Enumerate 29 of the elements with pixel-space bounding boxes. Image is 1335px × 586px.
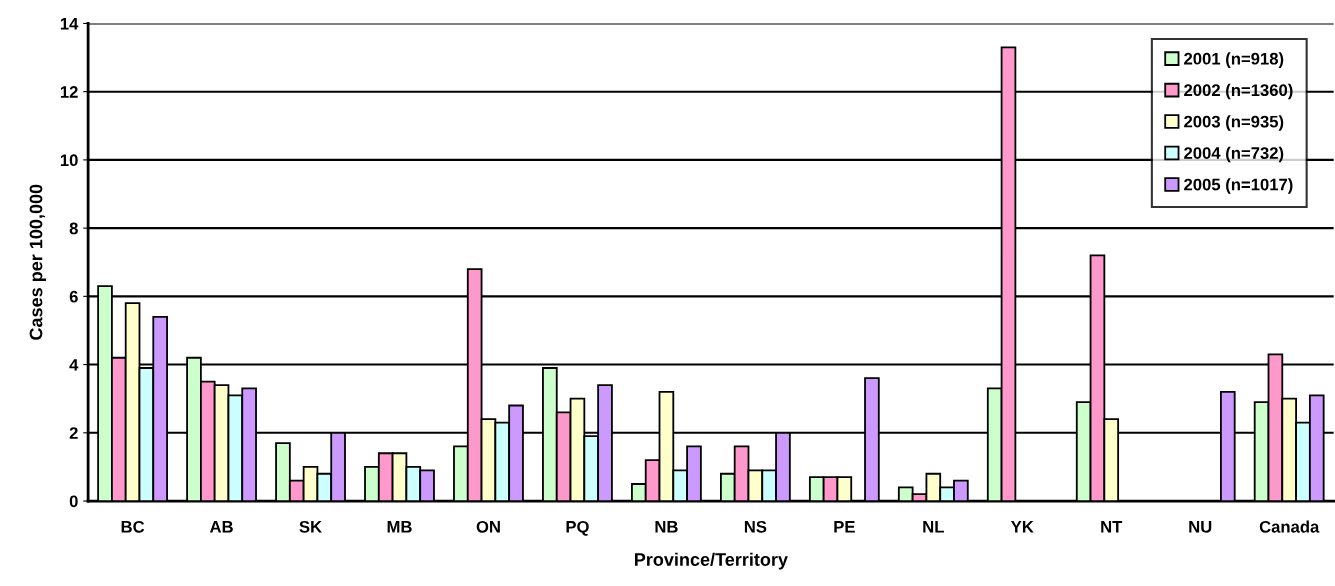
legend-label: 2004 (n=732) — [1184, 146, 1284, 163]
y-tick-label: 8 — [69, 222, 78, 235]
x-tick-label: NU — [1189, 521, 1212, 533]
legend-label: 2003 (n=935) — [1184, 115, 1284, 131]
x-tick-label: NB — [655, 521, 678, 533]
x-tick-label: ON — [476, 520, 500, 533]
x-tick-label: PE — [834, 521, 855, 533]
legend-label: 2005 (n=1017) — [1184, 178, 1293, 194]
x-tick-label: MB — [387, 521, 412, 533]
x-tick-label: PQ — [566, 520, 589, 536]
y-axis-title: Cases per 100,000 — [29, 184, 46, 340]
x-tick-label: AB — [209, 521, 233, 533]
x-tick-label: NL — [923, 521, 944, 533]
x-tick-label: SK — [299, 520, 322, 533]
x-tick-label: YK — [1010, 521, 1034, 533]
y-tick-label: 14 — [60, 18, 79, 30]
x-tick-label: NS — [744, 520, 767, 533]
y-tick-label: 4 — [69, 359, 79, 371]
x-tick-label: NT — [1101, 521, 1123, 533]
legend-label: 2001 (n=918) — [1184, 52, 1284, 68]
x-axis-title: Province/Territory — [635, 552, 788, 570]
legend-label: 2002 (n=1360) — [1184, 83, 1293, 100]
y-tick-label: 0 — [69, 495, 78, 508]
x-tick-label: Canada — [1259, 520, 1320, 533]
x-tick-label: BC — [121, 520, 145, 533]
y-tick-label: 10 — [60, 154, 78, 167]
y-tick-label: 12 — [60, 86, 78, 98]
y-tick-label: 2 — [69, 427, 78, 439]
y-tick-label: 6 — [69, 290, 78, 303]
